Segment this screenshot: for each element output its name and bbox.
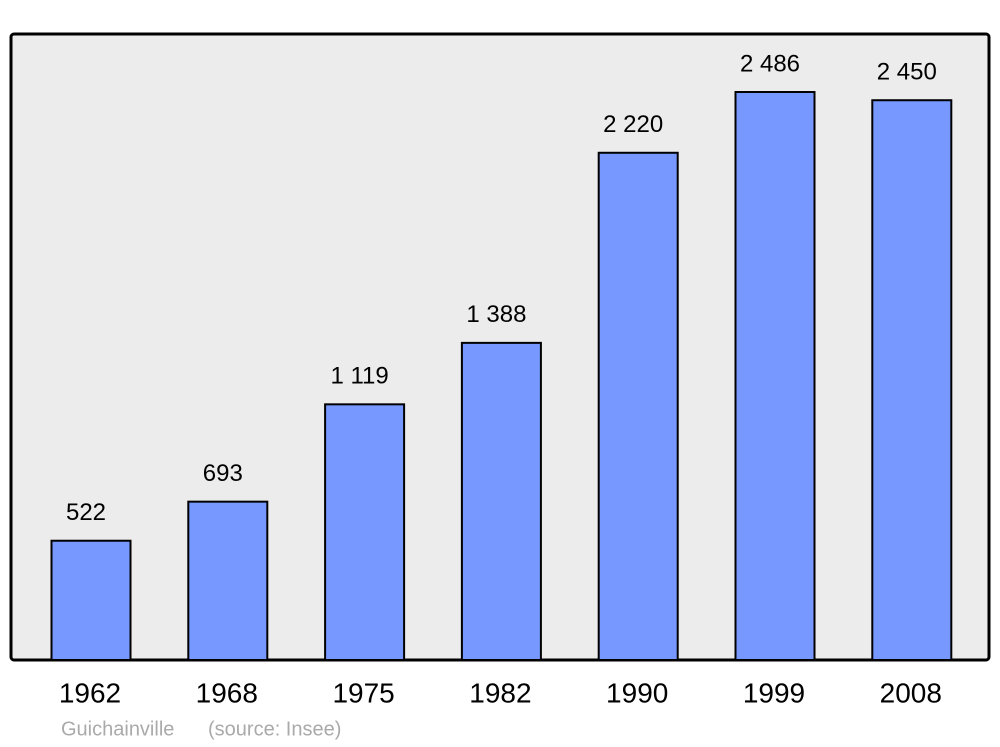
footer-source: (source: Insee) <box>208 718 341 740</box>
x-tick-label: 1968 <box>196 677 258 708</box>
bar <box>460 341 542 661</box>
value-label: 2 486 <box>740 50 800 77</box>
x-tick-label: 1999 <box>743 677 805 708</box>
value-label: 1 388 <box>466 301 526 328</box>
bar <box>871 99 953 661</box>
value-label: 2 220 <box>603 111 663 138</box>
x-tick-label: 1982 <box>469 677 531 708</box>
bar <box>597 151 679 661</box>
footer-place: Guichainville <box>61 718 174 740</box>
value-label: 2 450 <box>877 59 937 86</box>
bar <box>187 500 269 662</box>
x-tick-label: 1975 <box>332 677 394 708</box>
x-tick-label: 1990 <box>606 677 668 708</box>
value-label: 693 <box>203 460 243 487</box>
value-label: 522 <box>66 499 106 526</box>
bar <box>50 539 132 661</box>
bar <box>734 91 816 661</box>
bar <box>324 403 406 661</box>
x-tick-label: 2008 <box>880 677 942 708</box>
x-tick-label: 1962 <box>59 677 121 708</box>
value-label: 1 119 <box>330 363 388 390</box>
